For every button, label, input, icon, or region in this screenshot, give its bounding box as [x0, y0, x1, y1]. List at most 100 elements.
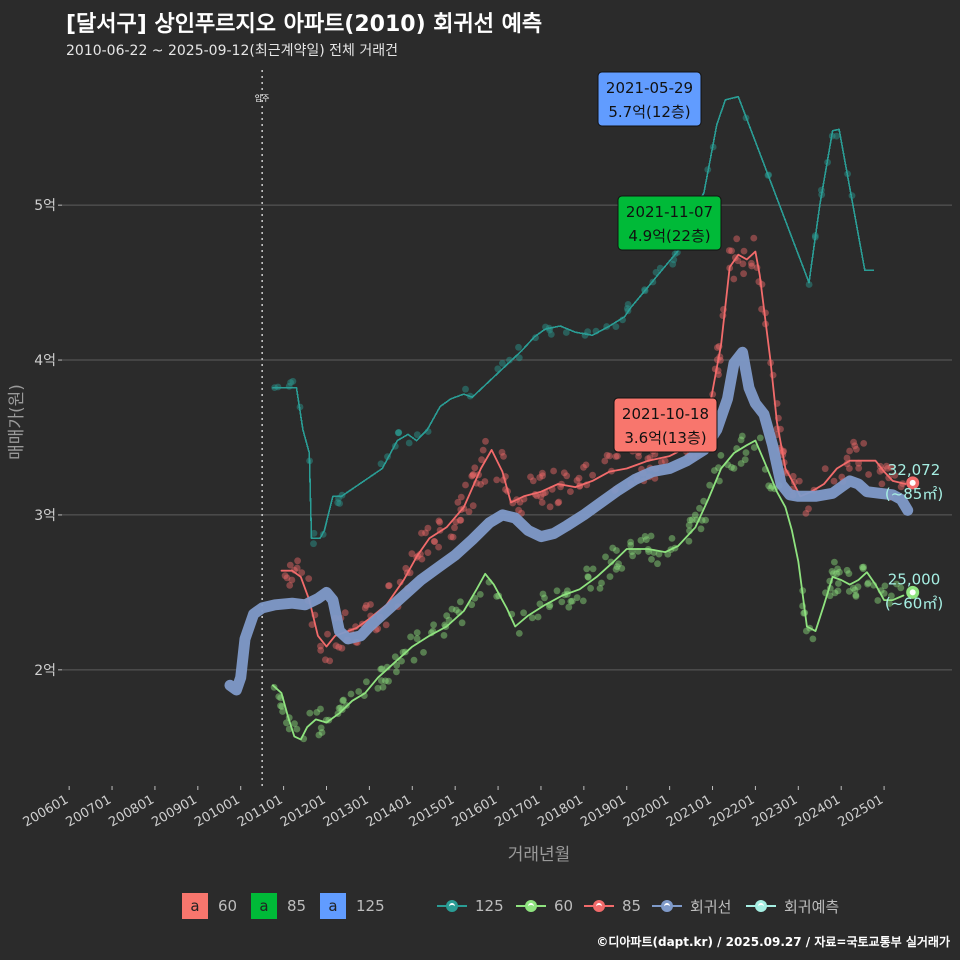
transaction-dot-60 [520, 609, 527, 617]
transaction-dot-85 [338, 644, 346, 652]
transaction-dot-85 [740, 247, 748, 255]
transaction-dot-85 [424, 524, 432, 532]
transaction-dot-85 [305, 575, 313, 582]
transaction-dot-85 [740, 270, 747, 278]
transaction-dot-60 [317, 705, 324, 713]
transaction-dot-85 [385, 582, 393, 589]
transaction-dot-85 [658, 458, 665, 466]
y-tick-label-2: 4억 [34, 353, 56, 369]
source-footer: ©디아파트(dapt.kr) / 2025.09.27 / 자료=국토교통부 실… [596, 935, 950, 949]
transaction-dot-85 [563, 472, 571, 480]
transaction-dot-85 [465, 508, 473, 516]
transaction-dot-85 [730, 275, 738, 283]
transaction-dot-60 [717, 452, 725, 459]
transaction-dot-60 [609, 544, 617, 552]
transaction-dot-60 [685, 537, 693, 545]
transaction-dot-85 [288, 576, 296, 584]
legend-line-swatch-125 [437, 893, 467, 919]
legend-line-swatch-60 [516, 893, 546, 919]
transaction-dot-85 [606, 452, 613, 460]
transaction-dot-60 [410, 656, 418, 664]
transaction-dot-60 [897, 584, 905, 592]
transaction-dot-125 [274, 383, 282, 391]
transaction-dot-85 [750, 234, 758, 242]
transaction-dot-85 [865, 471, 872, 478]
transaction-dot-60 [515, 630, 523, 637]
legend-label-60: 60 [218, 897, 238, 915]
legend-line-60: 60 [516, 890, 573, 922]
transaction-dot-60 [347, 690, 355, 698]
transaction-dot-85 [469, 502, 477, 510]
transaction-dot-85 [821, 465, 829, 473]
transaction-dot-60 [602, 553, 609, 561]
transaction-dot-60 [377, 665, 385, 673]
transaction-dot-60 [430, 621, 437, 629]
y-tick-label-0: 2억 [34, 663, 56, 679]
series-line-60 [272, 439, 905, 741]
transaction-dot-60 [880, 590, 888, 597]
transaction-dot-60 [596, 585, 604, 592]
transaction-dot-60 [583, 565, 591, 573]
transaction-dot-60 [584, 573, 592, 581]
transaction-dot-125 [310, 529, 318, 537]
transaction-dot-125 [289, 377, 297, 385]
transaction-dot-85 [322, 656, 329, 664]
transaction-dot-85 [335, 643, 343, 651]
forecast-area-1: (~60㎡) [885, 594, 943, 612]
annotation-date-2: 2021-10-18 [622, 405, 709, 423]
move-in-label: 입주 [255, 94, 270, 103]
transaction-dot-60 [700, 497, 708, 505]
transaction-dot-60 [448, 605, 456, 613]
transaction-dot-60 [374, 684, 382, 692]
transaction-dot-85 [456, 516, 464, 524]
transaction-dot-85 [447, 533, 455, 541]
transaction-dot-85 [635, 453, 642, 460]
transaction-dot-60 [696, 504, 703, 512]
x-tick-label-202501: 202501 [836, 792, 886, 830]
transaction-dot-60 [728, 463, 735, 471]
transaction-dot-85 [795, 477, 803, 485]
transaction-dot-85 [294, 557, 301, 565]
transaction-dot-60 [893, 580, 900, 588]
series-line-125 [272, 95, 875, 539]
transaction-dot-85 [536, 474, 544, 481]
transaction-dot-60 [716, 477, 723, 485]
transaction-dot-85 [462, 481, 469, 489]
transaction-dot-125 [515, 354, 523, 362]
legend-line-125: 125 [437, 890, 504, 922]
transaction-dot-60 [637, 537, 645, 544]
transaction-dot-85 [326, 657, 334, 665]
transaction-dot-85 [402, 564, 410, 572]
transaction-dot-60 [382, 677, 389, 685]
x-tick-label-201901: 201901 [578, 792, 628, 830]
transaction-dot-60 [452, 606, 460, 614]
transaction-dot-85 [550, 467, 557, 475]
transaction-dot-60 [407, 633, 414, 641]
transaction-dot-60 [627, 541, 635, 549]
transaction-dot-85 [286, 561, 294, 569]
transaction-dot-85 [332, 642, 340, 650]
transaction-dot-85 [537, 493, 545, 501]
transaction-dot-85 [367, 601, 374, 608]
transaction-dot-125 [287, 379, 294, 386]
transaction-dot-60 [584, 573, 592, 580]
transaction-dot-60 [443, 612, 451, 620]
transaction-dot-85 [449, 533, 457, 541]
transaction-dot-85 [582, 461, 590, 469]
transaction-dot-125 [562, 329, 570, 336]
transaction-dot-60 [738, 432, 746, 440]
transaction-dot-60 [293, 725, 301, 733]
transaction-dot-60 [730, 465, 738, 472]
transaction-dot-60 [612, 565, 620, 573]
y-axis-title: 매매가(원) [7, 384, 27, 460]
transaction-dot-85 [601, 457, 609, 465]
transaction-dot-60 [339, 697, 347, 705]
transaction-dot-85 [482, 437, 489, 445]
legend-line-regression: 회귀선 [652, 890, 731, 922]
transaction-dot-60 [565, 603, 573, 611]
transaction-dot-60 [279, 708, 286, 715]
transaction-dot-60 [363, 678, 370, 686]
transaction-dot-60 [803, 627, 810, 635]
legend-label-85: 85 [287, 897, 307, 915]
transaction-dot-85 [555, 498, 563, 506]
